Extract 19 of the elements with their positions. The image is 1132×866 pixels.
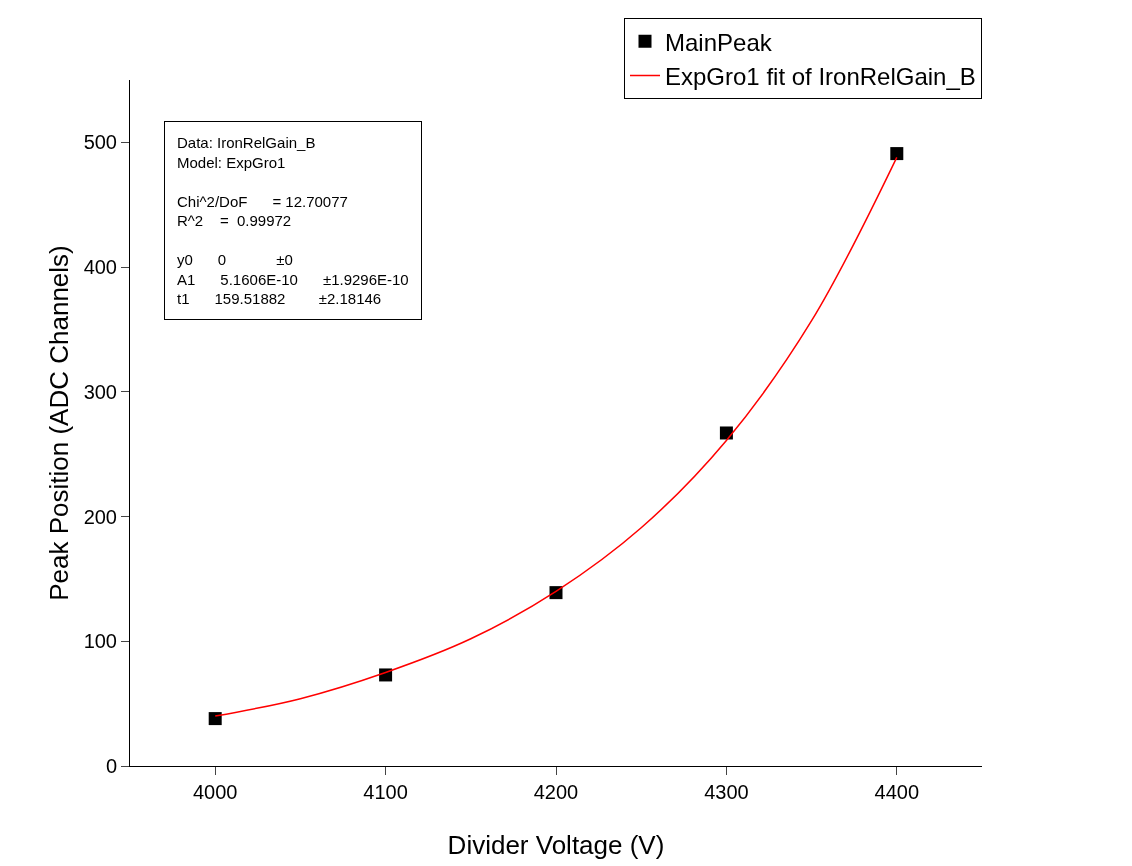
legend-label: MainPeak <box>665 28 773 56</box>
y-tick-label: 500 <box>83 131 117 154</box>
x-tick-label: 4000 <box>192 781 238 803</box>
x-tick-label: 4100 <box>363 781 408 803</box>
y-tick-label: 400 <box>83 256 117 279</box>
x-tick-label: 4300 <box>704 781 749 803</box>
y-axis-title: Peak Position (ADC Channels) <box>44 245 74 601</box>
y-tick-label: 100 <box>83 630 117 653</box>
y-tick-label: 0 <box>105 755 117 777</box>
x-tick-label: 4400 <box>874 781 920 803</box>
x-tick-label: 4200 <box>533 781 579 803</box>
text: Data: IronRelGain_B Model: ExpGro1 Chi^2/DoF = 12.70077 R^2 = 0.99972 y0 0 ±0 A1 5.1606E-10 ±1.9296E-10 t1 159.51882 ±2.18146 <box>177 134 409 307</box>
y-tick-label: 300 <box>83 380 117 403</box>
point <box>208 712 222 726</box>
point <box>890 147 904 161</box>
point <box>719 426 733 440</box>
x-axis-title: Divider Voltage (V) <box>447 830 665 860</box>
legend-label: ExpGro1 fit of IronRelGain_B <box>665 62 976 90</box>
y-tick-label: 200 <box>83 505 117 528</box>
